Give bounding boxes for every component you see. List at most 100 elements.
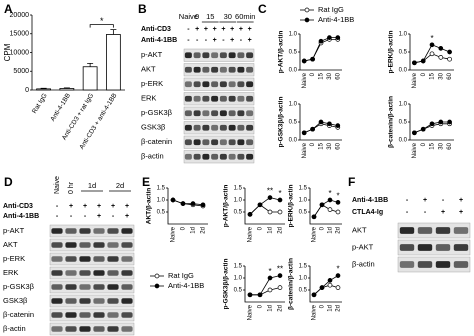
condition-sign: -	[406, 197, 409, 204]
blot-strip	[49, 224, 135, 238]
x-tick-label: 0	[181, 226, 187, 230]
y-tick-label: 0.5	[234, 210, 243, 216]
x-tick-label: Naive	[302, 142, 308, 158]
series-line	[172, 199, 204, 206]
blot-band	[79, 228, 91, 234]
blot-band	[237, 52, 245, 59]
blot-band	[211, 110, 219, 117]
blot-band	[399, 227, 415, 234]
condition-sign: +	[441, 209, 445, 216]
blot-strip	[397, 239, 471, 256]
blot-band	[219, 153, 227, 160]
x-tick-label: 0	[310, 72, 316, 76]
y-tick-label: 1.0	[399, 32, 408, 38]
point	[257, 202, 263, 208]
blot-band	[237, 66, 245, 73]
blot-band	[107, 284, 119, 290]
x-tick-label: 2d	[336, 227, 342, 234]
blot-label: β-catenin	[3, 310, 34, 319]
blot-label: p-AKT	[352, 242, 374, 251]
lane-header: 60min	[235, 12, 255, 21]
y-tick-label: 1.0	[289, 102, 298, 108]
blot-band	[184, 66, 192, 73]
blot-label: p-AKT	[141, 50, 163, 59]
y-tick-label: 1.0	[157, 198, 166, 204]
blot-label: β-catenin	[141, 137, 172, 146]
lane-header: 0	[195, 12, 199, 21]
blot-label: AKT	[352, 225, 367, 234]
blot-strip	[49, 238, 135, 252]
y-tick-label: 0.5	[157, 210, 166, 216]
blot-band	[184, 139, 192, 146]
significance-mark: *	[336, 192, 339, 201]
point	[301, 130, 307, 136]
x-tick-label: 2d	[278, 227, 284, 234]
x-tick-label: 2d	[201, 227, 207, 234]
condition-sign: -	[406, 209, 409, 216]
significance-mark: *	[336, 265, 339, 274]
x-tick-label: 30	[327, 72, 333, 79]
condition-sign: +	[69, 203, 73, 210]
blot-band	[107, 228, 119, 234]
blot-band	[417, 227, 433, 234]
blot-band	[211, 139, 219, 146]
point	[277, 197, 283, 203]
bar	[106, 34, 121, 91]
condition-sign: +	[239, 26, 243, 33]
blot-band	[202, 95, 210, 102]
blot-band	[219, 110, 227, 117]
series-line	[313, 199, 339, 218]
point	[335, 285, 341, 290]
x-tick-label: 1d	[268, 305, 274, 312]
blot-band	[246, 81, 254, 88]
blot-band	[202, 153, 210, 160]
blot-band	[417, 261, 433, 268]
y-tick-label: 10000	[10, 49, 30, 56]
y-tick-label: 1.0	[234, 276, 243, 282]
blot-band	[121, 228, 133, 234]
significance-mark: *	[328, 189, 331, 198]
blot-band	[93, 284, 105, 290]
blot-band	[65, 242, 77, 248]
lane-header: Naive	[54, 176, 61, 194]
blot-band	[79, 298, 91, 304]
blot-band	[228, 95, 236, 102]
blot-band	[246, 95, 254, 102]
significance-mark: *	[100, 16, 104, 26]
y-axis-label: AKT/β-actin	[146, 188, 153, 224]
condition-sign: +	[97, 213, 101, 220]
condition-name: Anti-CD3	[141, 26, 171, 33]
point	[200, 202, 206, 208]
point	[335, 123, 341, 128]
blot-strip	[397, 256, 471, 273]
point	[438, 55, 444, 60]
blot-band	[93, 312, 105, 318]
blot-band	[228, 110, 236, 117]
point	[247, 292, 253, 298]
y-tick-label: 1.0	[399, 102, 408, 108]
point	[429, 121, 435, 127]
x-tick-label: 2d	[336, 305, 342, 312]
x-tick-label: 30	[327, 142, 333, 149]
blot-band	[65, 326, 77, 332]
panel-label: D	[4, 175, 13, 189]
condition-sign: -	[222, 37, 225, 44]
condition-sign: +	[97, 203, 101, 210]
blot-band	[202, 124, 210, 131]
condition-sign: -	[187, 26, 190, 33]
point	[277, 209, 283, 215]
blot-band	[202, 66, 210, 73]
error-bar	[110, 29, 117, 35]
blot-strip	[49, 252, 135, 266]
blot-band	[93, 228, 105, 234]
blot-band	[219, 139, 227, 146]
lane-header: 15	[206, 12, 214, 21]
y-tick-label: 0	[25, 87, 29, 94]
blot-band	[228, 52, 236, 59]
lane-header: 30	[224, 12, 232, 21]
x-tick-label: 60	[335, 142, 341, 149]
condition-name: Anti-CD3	[3, 203, 33, 210]
point	[429, 42, 435, 48]
legend-label: Anti-4-1BB	[318, 15, 354, 24]
blot-band	[202, 52, 210, 59]
